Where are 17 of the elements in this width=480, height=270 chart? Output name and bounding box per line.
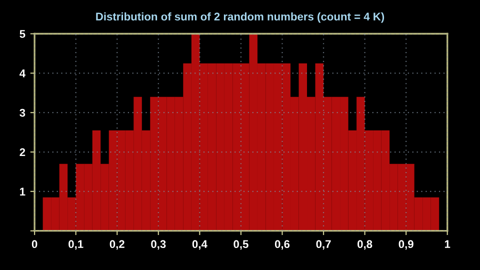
x-tick-label: 0,3 [151,240,166,250]
y-tick-label: 3 [20,108,26,117]
x-tick-label: 0,2 [110,240,124,250]
y-tick-label: 2 [20,148,26,156]
x-tick-label: 1 [444,240,450,248]
y-tick-label: 1 [20,188,26,196]
x-tick-label: 0,8 [358,240,372,250]
x-tick-label: 0,6 [274,240,290,250]
y-tick-label: 5 [20,30,26,38]
x-tick-label: 0,7 [316,240,331,250]
x-tick-label: 0,1 [68,240,84,250]
y-tick-label: 4 [20,70,26,78]
x-tick-label: 0,4 [192,240,208,250]
x-tick-label: 0 [32,240,38,248]
x-tick-label: 0,5 [234,240,248,250]
x-tick-label: 0,9 [398,240,414,250]
chart-title: Distribution of sum of 2 random numbers (count = 4 K) [96,12,384,23]
